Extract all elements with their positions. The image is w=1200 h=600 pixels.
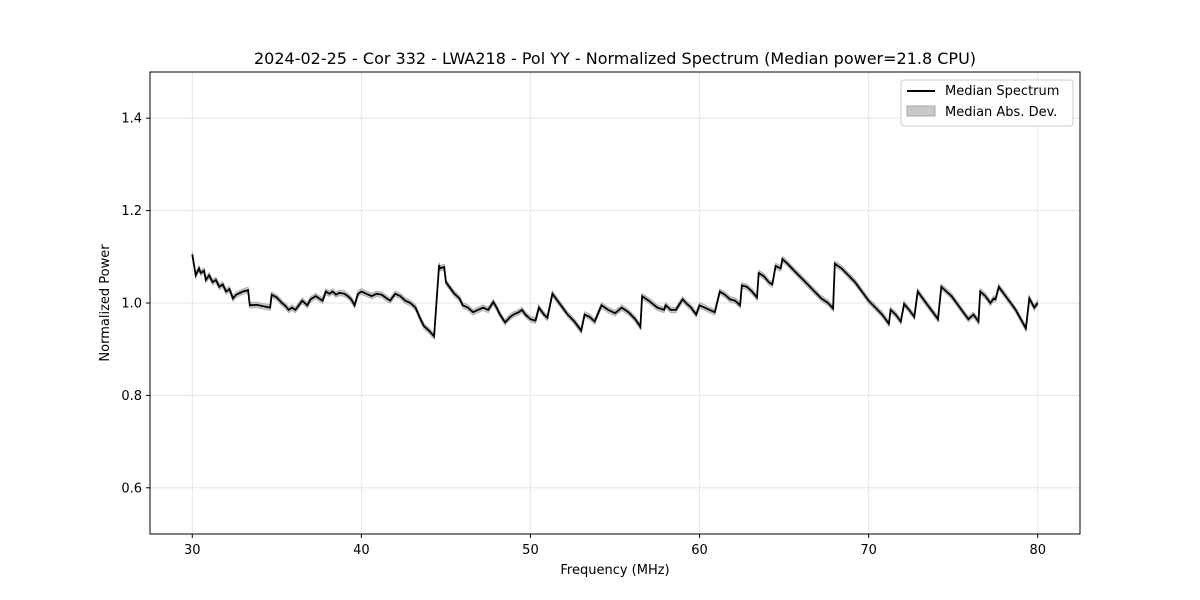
legend-box: [900, 79, 1074, 127]
chart-title: 2024-02-25 - Cor 332 - LWA218 - Pol YY -…: [254, 49, 976, 68]
x-tick-label: 50: [522, 543, 539, 558]
y-tick-label: 1.4: [121, 112, 142, 127]
x-tick-label: 30: [184, 543, 201, 558]
median-line-layer: [191, 254, 1039, 339]
median-abs-dev-band: [191, 251, 1039, 340]
y-tick-label: 1.0: [121, 297, 142, 312]
y-tick-label: 0.6: [121, 481, 142, 496]
legend-label-median-spectrum: Median Spectrum: [945, 84, 1059, 99]
legend: Median Spectrum Median Abs. Dev.: [900, 79, 1074, 127]
y-tick-label: 0.8: [121, 389, 142, 404]
legend-band-swatch: [906, 105, 936, 117]
mad-band-layer: [191, 251, 1039, 340]
x-tick-label: 40: [353, 543, 370, 558]
y-tick-label: 1.2: [121, 204, 142, 219]
y-axis-label: Normalized Power: [98, 244, 113, 362]
x-tick-label: 60: [691, 543, 708, 558]
legend-label-median-abs-dev: Median Abs. Dev.: [945, 105, 1057, 120]
x-axis-label: Frequency (MHz): [560, 563, 669, 578]
axis-ticks: 30 40 50 60 70 80 0.6 0.8 1.0 1.2 1.4: [121, 112, 1046, 558]
x-tick-label: 80: [1029, 543, 1046, 558]
median-spectrum-line: [191, 254, 1039, 339]
x-tick-label: 70: [860, 543, 877, 558]
